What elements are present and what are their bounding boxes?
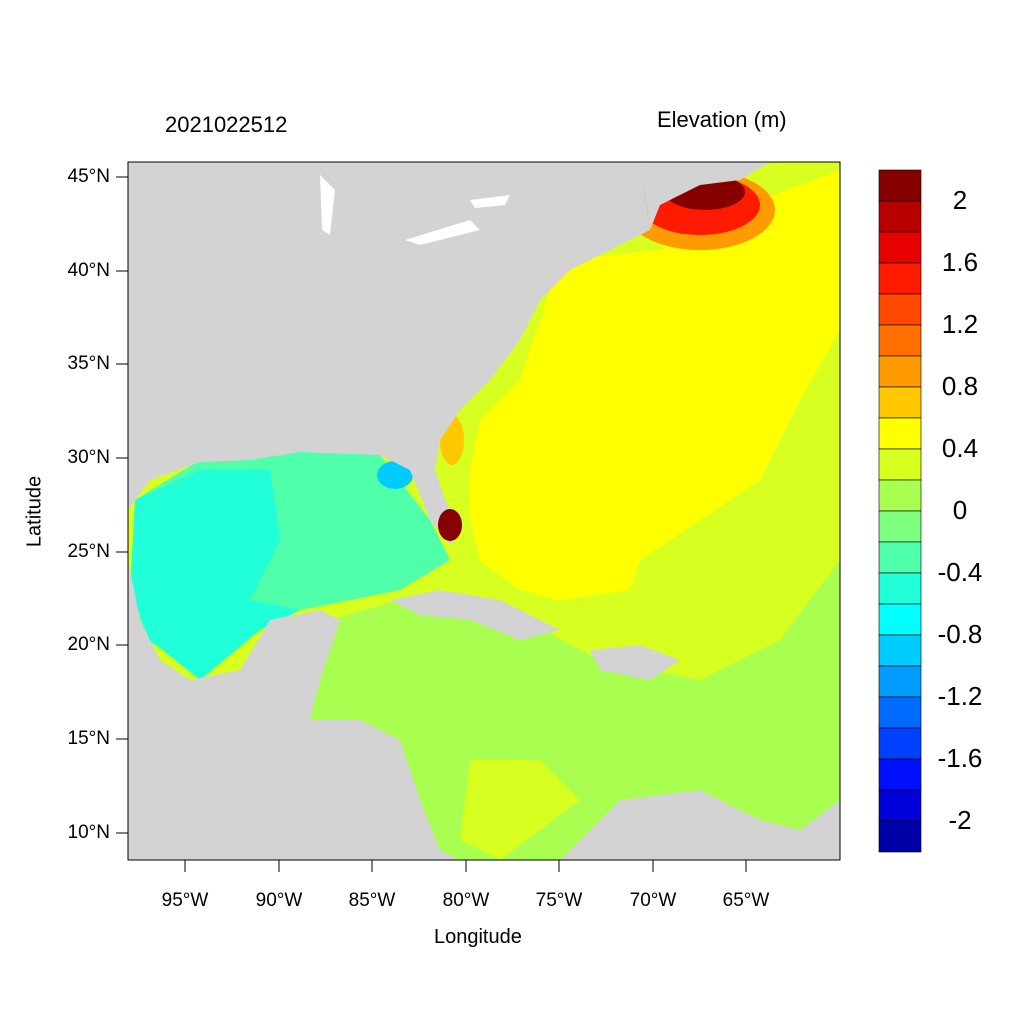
lake-ontario (470, 195, 510, 208)
lat-tick: 10°N (67, 822, 110, 843)
gulf-cyan-spot (377, 461, 413, 489)
colorbar-bin (878, 200, 922, 233)
lat-tick: 30°N (67, 447, 110, 468)
colorbar-bin (878, 789, 922, 822)
gulf-aqua-region (130, 470, 300, 680)
plot-frame (127, 161, 841, 861)
colorbar-label: -0.4 (937, 557, 983, 587)
colorbar-bin (878, 448, 922, 481)
colorbar-bin (878, 696, 922, 729)
land-hispaniola (590, 645, 680, 680)
florida-darkred (438, 509, 462, 541)
colorbar-bin (878, 603, 922, 636)
colorbar-bin (878, 386, 922, 419)
lat-tick: 35°N (67, 353, 110, 374)
colorbar-bin (878, 634, 922, 667)
land (128, 162, 650, 545)
land-nova-scotia (640, 162, 770, 230)
colorbar-bin (878, 355, 922, 388)
lon-tick: 85°W (348, 890, 396, 911)
lon-tick: 75°W (535, 890, 583, 911)
colorbar-bin (878, 727, 922, 760)
land-cuba (390, 590, 560, 640)
x-axis-label: Longitude (434, 926, 522, 948)
lon-tick: 65°W (722, 890, 770, 911)
lon-tick: 90°W (255, 890, 303, 911)
colorbar-bin (878, 293, 922, 326)
axis-ticks (116, 176, 747, 872)
colorbar-label: 1.6 (941, 247, 979, 277)
y-axis-label: Latitude (23, 475, 46, 548)
colorbar-bin (878, 479, 922, 512)
colorbar (878, 169, 922, 853)
lat-tick: 20°N (67, 634, 110, 655)
colorbar-bin (878, 572, 922, 605)
land-mexico-central-america (128, 560, 460, 860)
colorbar-label: 0.4 (941, 433, 979, 463)
colorbar-bin (878, 510, 922, 543)
colorbar-bin (878, 231, 922, 264)
colorbar-label: -0.8 (937, 619, 983, 649)
caribbean-region (310, 560, 840, 860)
colorbar-label: 0.8 (941, 371, 979, 401)
colorbar-bin (878, 169, 922, 202)
colorbar-bin (878, 541, 922, 574)
colorbar-bin (878, 820, 922, 853)
variable-title: Elevation (m) (657, 107, 787, 132)
land-south-america (560, 790, 840, 860)
colorbar-label: -1.2 (937, 681, 983, 711)
colorbar-label: 2 (952, 185, 968, 215)
lake-erie (405, 220, 480, 245)
colorbar-label: 0 (952, 495, 968, 525)
lat-tick: 40°N (67, 260, 110, 281)
lake-michigan (320, 175, 335, 235)
lon-tick: 95°W (161, 890, 209, 911)
colorbar-bin (878, 324, 922, 357)
ocean-yellowgreen-region (460, 760, 580, 860)
colorbar-label: -2 (948, 805, 972, 835)
lon-tick: 70°W (629, 890, 677, 911)
lat-tick: 15°N (67, 728, 110, 749)
lat-tick: 45°N (67, 166, 110, 187)
colorbar-bin (878, 758, 922, 791)
colorbar-bin (878, 262, 922, 295)
lon-tick: 80°W (442, 890, 490, 911)
colorbar-label: 1.2 (941, 309, 979, 339)
colorbar-bin (878, 417, 922, 450)
date-label: 2021022512 (165, 112, 288, 137)
colorbar-bin (878, 665, 922, 698)
colorbar-label: -1.6 (937, 743, 983, 773)
lat-tick: 25°N (67, 541, 110, 562)
